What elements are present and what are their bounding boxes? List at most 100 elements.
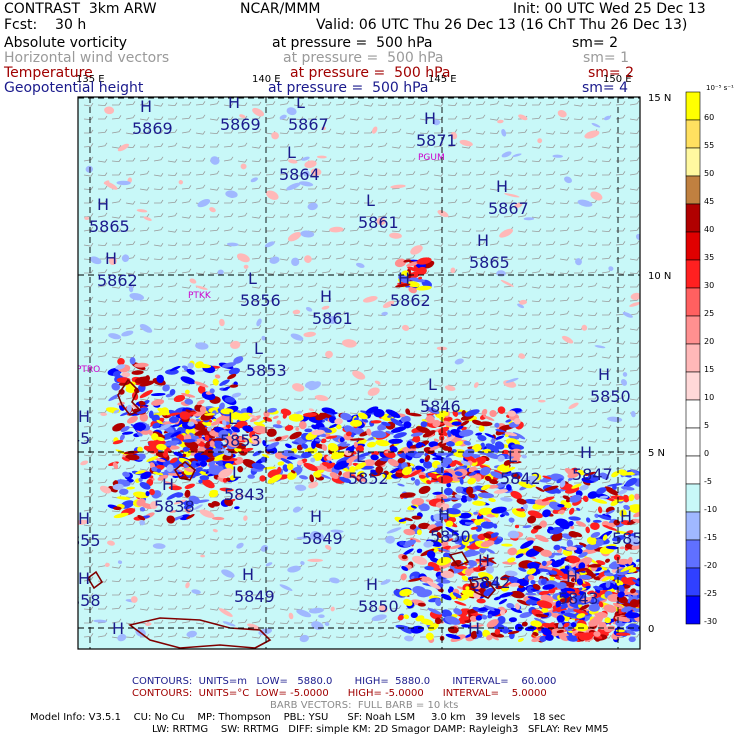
colorbar-label: 60 bbox=[704, 113, 714, 122]
lat-label-5: 5 N bbox=[648, 448, 665, 459]
stations: PGUM PTKK PTRO bbox=[78, 153, 445, 375]
height-marker-type: H bbox=[140, 97, 152, 116]
height-marker: L 5852 bbox=[348, 447, 389, 488]
height-marker-value: 5864 bbox=[279, 165, 320, 184]
field-name-wind: Horizontal wind vectors bbox=[4, 50, 170, 66]
field-smooth-temperature: sm= 2 bbox=[588, 65, 635, 81]
colorbar-label: 25 bbox=[704, 309, 714, 318]
vorticity-shading bbox=[78, 106, 640, 643]
height-marker-value: 5853 bbox=[220, 431, 261, 450]
colorbar-swatch bbox=[685, 483, 701, 513]
height-marker-value: 358 bbox=[70, 591, 101, 610]
lon-label-145: 145 E bbox=[428, 74, 457, 85]
height-marker: L 5856 bbox=[240, 269, 281, 310]
height-marker: L 5864 bbox=[279, 143, 320, 184]
height-marker: H 5838 bbox=[154, 475, 195, 516]
height-marker-type: L bbox=[254, 339, 263, 358]
field-name-vorticity: Absolute vorticity bbox=[4, 35, 127, 51]
colorbar-label: 20 bbox=[704, 337, 714, 346]
station-ptkk: PTKK bbox=[188, 291, 212, 301]
height-marker: H 5862 bbox=[97, 249, 138, 290]
colorbar-label: 5 bbox=[704, 421, 709, 430]
height-marker-value: 5853 bbox=[246, 361, 287, 380]
colorbar-label: -30 bbox=[704, 617, 717, 626]
height-marker-value: 5838 bbox=[154, 497, 195, 516]
colorbar-swatch bbox=[685, 371, 701, 401]
colorbar-label: 35 bbox=[704, 253, 714, 262]
height-marker-value: 5846 bbox=[420, 397, 461, 416]
colorbar-swatch bbox=[685, 427, 701, 457]
height-marker: H 5842 bbox=[470, 551, 511, 592]
height-marker: H 5847 bbox=[572, 443, 613, 484]
height-marker: H 855 bbox=[78, 509, 101, 550]
height-marker-value: 5852 bbox=[348, 469, 389, 488]
height-marker: L 5843 bbox=[224, 463, 265, 504]
height-marker: H 5869 bbox=[132, 97, 173, 138]
height-marker: H 585 bbox=[612, 507, 640, 548]
contours-height-info: CONTOURS: UNITS=m LOW= 5880.0 HIGH= 5880… bbox=[132, 676, 557, 687]
field-smooth-geopotential: sm= 4 bbox=[582, 80, 629, 96]
height-marker: H 45 bbox=[70, 407, 90, 448]
forecast-hour: Fcst: 30 h bbox=[4, 17, 87, 33]
height-marker-value: 5862 bbox=[97, 271, 138, 290]
height-marker-value: 5849 bbox=[302, 529, 343, 548]
height-marker-value: 5862 bbox=[390, 291, 431, 310]
height-marker: H 5843 bbox=[558, 567, 599, 608]
model-info-2: LW: RRTMG SW: RRTMG DIFF: simple KM: 2D … bbox=[152, 724, 609, 735]
colorbar-swatch bbox=[685, 343, 701, 373]
lon-label-150: 150 E bbox=[603, 74, 632, 85]
height-marker-type: L bbox=[248, 269, 257, 288]
height-marker-type: H bbox=[477, 231, 489, 250]
height-marker: H 5850 bbox=[590, 365, 631, 406]
height-marker-value: 5850 bbox=[590, 387, 631, 406]
init-time: Init: 00 UTC Wed 25 Dec 13 bbox=[513, 1, 706, 17]
height-marker-value: 5861 bbox=[312, 309, 353, 328]
height-marker-type: H bbox=[105, 249, 117, 268]
height-marker-value: 45 bbox=[70, 429, 90, 448]
colorbar-label: -15 bbox=[704, 533, 717, 542]
valid-time: Valid: 06 UTC Thu 26 Dec 13 (16 ChT Thu … bbox=[316, 17, 688, 33]
height-marker: L 5842 bbox=[500, 447, 541, 488]
colorbar-label: 40 bbox=[704, 225, 714, 234]
colorbar-label: -20 bbox=[704, 561, 717, 570]
height-marker-type: H bbox=[310, 507, 322, 526]
lat-labels: 15 N 10 N 5 N 0 bbox=[648, 93, 671, 635]
height-marker: H 5861 bbox=[312, 287, 353, 328]
colorbar-swatch bbox=[685, 91, 701, 121]
height-marker-value: 5850 bbox=[358, 597, 399, 616]
lat-lon-grid bbox=[78, 97, 640, 649]
height-marker-type: L bbox=[356, 447, 365, 466]
lat-label-0: 0 bbox=[648, 624, 654, 635]
field-level-wind: at pressure = 500 hPa bbox=[283, 50, 444, 66]
field-smooth-vorticity: sm= 2 bbox=[572, 35, 619, 51]
height-marker-value: 5856 bbox=[240, 291, 281, 310]
colorbar-swatch bbox=[685, 567, 701, 597]
height-marker-type: H bbox=[112, 619, 124, 638]
colorbar-swatch bbox=[685, 315, 701, 345]
colorbar-swatch bbox=[685, 511, 701, 541]
height-marker-type: H bbox=[468, 619, 480, 638]
height-marker-value: 5842 bbox=[500, 469, 541, 488]
colorbar-swatch bbox=[685, 259, 701, 289]
height-marker-type: H bbox=[598, 365, 610, 384]
colorbar-swatch bbox=[685, 231, 701, 261]
height-marker-type: L bbox=[428, 375, 437, 394]
height-marker: H 5849 bbox=[302, 507, 343, 548]
height-marker-value: 5843 bbox=[558, 589, 599, 608]
height-marker: H 358 bbox=[70, 569, 101, 610]
height-marker-value: 5869 bbox=[220, 115, 261, 134]
height-marker-type: L bbox=[228, 409, 237, 428]
colorbar-label: 55 bbox=[704, 141, 714, 150]
height-marker: L 5853 bbox=[220, 409, 261, 450]
colorbar-swatch bbox=[685, 147, 701, 177]
field-name-temperature: Temperature bbox=[4, 65, 93, 81]
height-marker-value: 5842 bbox=[470, 573, 511, 592]
barb-info: BARB VECTORS: FULL BARB = 10 kts bbox=[270, 700, 459, 711]
colorbar-label: 30 bbox=[704, 281, 714, 290]
height-marker-type: H bbox=[78, 509, 90, 528]
colorbar-swatch bbox=[685, 119, 701, 149]
colorbar-label: 10 bbox=[704, 393, 714, 402]
height-marker-type: L bbox=[287, 143, 296, 162]
station-pgum: PGUM bbox=[418, 153, 445, 163]
